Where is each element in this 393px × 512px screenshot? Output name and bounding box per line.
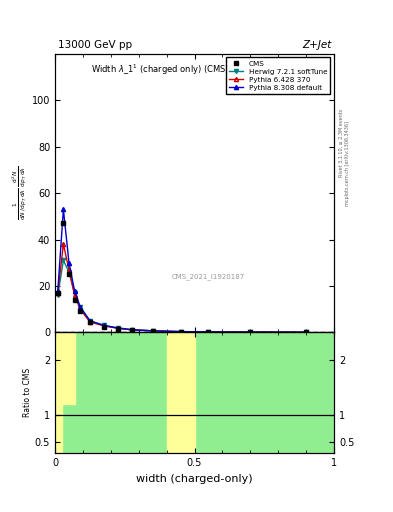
CMS	[129, 327, 134, 333]
Herwig 7.2.1 softTune	[67, 269, 72, 275]
CMS	[67, 271, 72, 278]
Pythia 6.428 370	[150, 328, 155, 334]
Pythia 6.428 370	[248, 329, 253, 335]
Pythia 8.308 default	[116, 325, 120, 331]
Pythia 8.308 default	[61, 206, 66, 212]
Herwig 7.2.1 softTune	[248, 329, 253, 335]
Text: 13000 GeV pp: 13000 GeV pp	[58, 39, 132, 50]
Line: Pythia 6.428 370: Pythia 6.428 370	[56, 242, 308, 334]
Herwig 7.2.1 softTune	[88, 318, 92, 324]
Text: mcplots.cern.ch [arXiv:1306.3436]: mcplots.cern.ch [arXiv:1306.3436]	[345, 121, 350, 206]
CMS	[248, 329, 253, 335]
Pythia 8.308 default	[88, 318, 92, 324]
CMS	[55, 290, 60, 296]
Pythia 8.308 default	[206, 329, 211, 335]
Pythia 8.308 default	[101, 323, 106, 329]
Line: CMS: CMS	[56, 221, 308, 334]
Herwig 7.2.1 softTune	[178, 329, 183, 335]
Herwig 7.2.1 softTune	[304, 329, 309, 335]
Pythia 8.308 default	[67, 260, 72, 266]
Pythia 6.428 370	[178, 329, 183, 335]
Bar	[55, 332, 62, 453]
Herwig 7.2.1 softTune	[150, 328, 155, 334]
Herwig 7.2.1 softTune	[129, 327, 134, 333]
Pythia 6.428 370	[206, 329, 211, 335]
Pythia 8.308 default	[55, 288, 60, 294]
Pythia 6.428 370	[116, 325, 120, 331]
Text: Width $\lambda\_1^1$ (charged only) (CMS jet substructure): Width $\lambda\_1^1$ (charged only) (CMS…	[91, 62, 298, 76]
CMS	[72, 297, 77, 303]
Pythia 8.308 default	[304, 329, 309, 335]
CMS	[116, 326, 120, 332]
Herwig 7.2.1 softTune	[55, 292, 60, 298]
Pythia 6.428 370	[78, 306, 83, 312]
Pythia 6.428 370	[67, 267, 72, 273]
Line: Herwig 7.2.1 softTune: Herwig 7.2.1 softTune	[56, 259, 308, 334]
CMS	[150, 328, 155, 334]
Pythia 6.428 370	[101, 323, 106, 329]
Text: Z+Jet: Z+Jet	[302, 39, 331, 50]
Pythia 8.308 default	[129, 327, 134, 333]
Herwig 7.2.1 softTune	[61, 258, 66, 264]
Pythia 8.308 default	[178, 329, 183, 335]
CMS	[61, 220, 66, 226]
CMS	[304, 329, 309, 335]
X-axis label: width (charged-only): width (charged-only)	[136, 474, 253, 483]
CMS	[88, 319, 92, 325]
Pythia 8.308 default	[248, 329, 253, 335]
Pythia 8.308 default	[78, 304, 83, 310]
Text: CMS_2021_I1920187: CMS_2021_I1920187	[172, 273, 245, 280]
Herwig 7.2.1 softTune	[206, 329, 211, 335]
Text: Rivet 3.1.10, ≥ 2.3M events: Rivet 3.1.10, ≥ 2.3M events	[339, 109, 344, 178]
CMS	[206, 329, 211, 335]
Pythia 8.308 default	[150, 328, 155, 334]
Herwig 7.2.1 softTune	[78, 304, 83, 310]
CMS	[78, 308, 83, 314]
Legend: CMS, Herwig 7.2.1 softTune, Pythia 6.428 370, Pythia 8.308 default: CMS, Herwig 7.2.1 softTune, Pythia 6.428…	[226, 57, 331, 94]
Pythia 6.428 370	[88, 319, 92, 325]
CMS	[101, 324, 106, 330]
Y-axis label: Ratio to CMS: Ratio to CMS	[23, 368, 32, 417]
Bar	[167, 332, 195, 453]
Pythia 6.428 370	[55, 290, 60, 296]
Pythia 6.428 370	[304, 329, 309, 335]
Bar	[62, 332, 75, 404]
Y-axis label: $\frac{1}{\mathrm{d}N\,/\,\mathrm{d}p_T\,\mathrm{d}\lambda}$ $\frac{\mathrm{d}^2: $\frac{1}{\mathrm{d}N\,/\,\mathrm{d}p_T\…	[11, 166, 29, 220]
Pythia 6.428 370	[61, 241, 66, 247]
Herwig 7.2.1 softTune	[116, 325, 120, 331]
Herwig 7.2.1 softTune	[101, 323, 106, 329]
Herwig 7.2.1 softTune	[72, 290, 77, 296]
Pythia 8.308 default	[72, 288, 77, 294]
Line: Pythia 8.308 default: Pythia 8.308 default	[56, 207, 308, 334]
Pythia 6.428 370	[129, 327, 134, 333]
Pythia 6.428 370	[72, 292, 77, 298]
CMS	[178, 329, 183, 335]
